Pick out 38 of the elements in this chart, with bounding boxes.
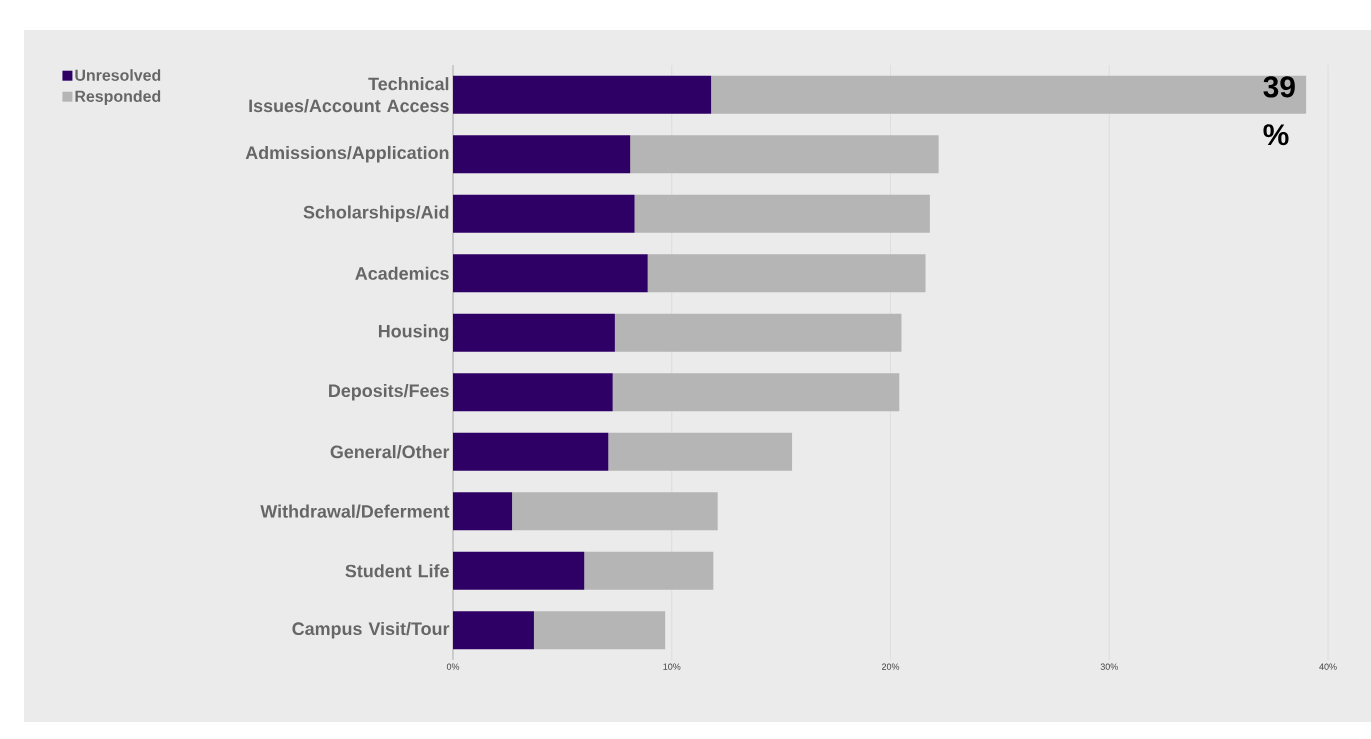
- x-tick-label: 10%: [663, 663, 681, 670]
- bar: [647, 254, 926, 293]
- bar: [608, 432, 793, 471]
- y-tick-label: Deposits/Fees: [329, 383, 449, 401]
- bar: [634, 194, 930, 233]
- bar: [630, 135, 939, 174]
- bar: [453, 254, 648, 293]
- y-tick-label: Withdrawal/Deferment: [260, 504, 450, 518]
- bar: [612, 373, 900, 412]
- bar: [453, 611, 534, 650]
- x-tick-label: 0%: [446, 663, 460, 670]
- bar: [453, 135, 631, 174]
- y-tick-label: Campus Visit/Tour: [292, 621, 450, 639]
- y-tick-label: Scholarships/Aid: [303, 205, 449, 223]
- y-tick-label: General/Other: [330, 445, 450, 459]
- legend-label: Responded: [75, 90, 161, 106]
- y-tick-label: Housing: [378, 324, 449, 342]
- bar: [453, 373, 613, 412]
- annotation: 39 %: [1263, 76, 1295, 146]
- x-tick-label: 30%: [1100, 663, 1118, 670]
- bar: [453, 551, 585, 590]
- bar: [533, 611, 666, 650]
- x-tick-label: 20%: [882, 663, 900, 670]
- y-tick-label: Technical Issues/Account Access: [249, 77, 449, 113]
- bar: [453, 75, 712, 114]
- bar: [453, 194, 635, 233]
- x-tick-label: 40%: [1319, 663, 1337, 670]
- bar: [512, 492, 718, 531]
- y-tick-label: Admissions/Application: [245, 145, 449, 163]
- legend-label: Unresolved: [75, 69, 161, 81]
- y-tick-label: Academics: [355, 266, 449, 280]
- bar: [711, 75, 1307, 114]
- bar: [453, 313, 615, 352]
- bar: [453, 492, 513, 531]
- y-tick-label: Student Life: [345, 564, 449, 578]
- bar: [584, 551, 714, 590]
- bar: [614, 313, 902, 352]
- bar: [453, 432, 609, 471]
